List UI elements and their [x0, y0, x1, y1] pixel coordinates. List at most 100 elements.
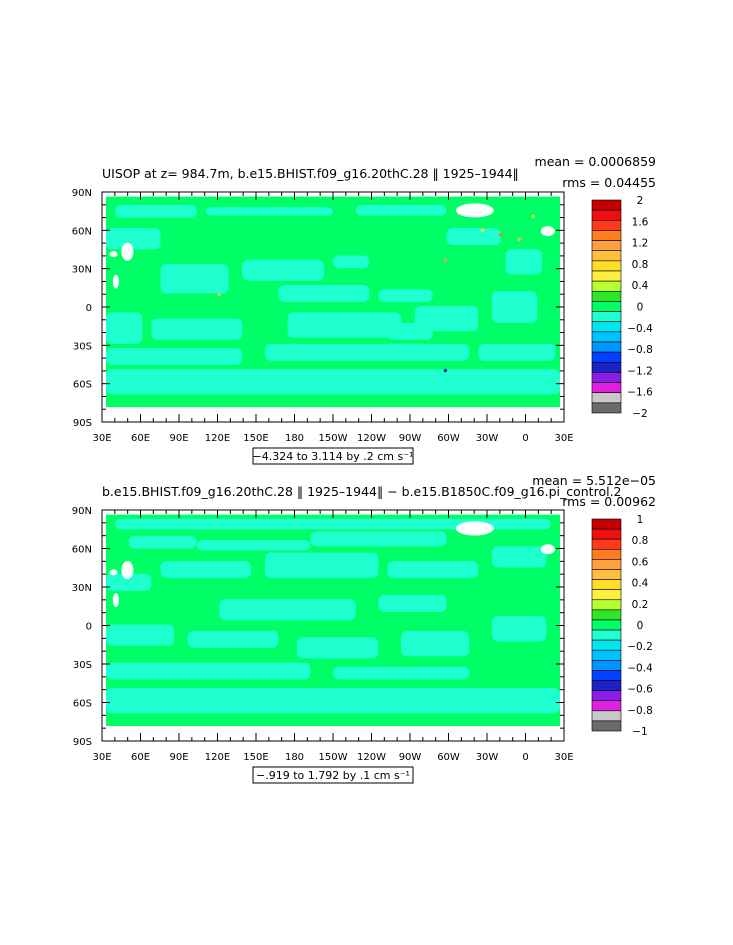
- colorbar-swatch: [591, 270, 622, 282]
- field-negative-patch: [106, 624, 175, 646]
- x-tick-label: 0: [522, 752, 528, 763]
- field-negative-regions: [106, 518, 560, 714]
- map-panel-1: 30E 60E 90E 120E 150E 180 150W 120W 90W 60W 30W 0 30…: [72, 154, 656, 465]
- x-tick-label: 30E: [554, 752, 573, 763]
- colorbar-label: −0.2: [627, 641, 653, 653]
- range-label-frame: [252, 766, 414, 784]
- x-tick-label: 120W: [357, 752, 386, 763]
- field-negative-patch: [205, 207, 333, 216]
- colorbar-swatch: [591, 639, 622, 651]
- y-tick-label: 60N: [72, 545, 92, 556]
- y-tick-label: 60N: [72, 226, 92, 237]
- x-tick-label: 30W: [476, 752, 499, 763]
- colorbar-swatch: [591, 341, 622, 353]
- y-tick-label: 30S: [73, 660, 92, 671]
- field-negative-patch: [106, 312, 143, 344]
- colorbar-swatch: [591, 280, 622, 292]
- field-negative-patch: [106, 369, 560, 395]
- colorbar-swatch: [591, 528, 622, 540]
- colorbar-swatch: [591, 579, 622, 590]
- y-tick-label: 30N: [72, 583, 92, 594]
- colorbar-label: 0.8: [632, 535, 649, 547]
- field-negative-patch: [387, 322, 433, 340]
- x-tick-label: 60E: [131, 433, 150, 444]
- map-field: [102, 192, 564, 422]
- colorbar-swatch: [591, 290, 622, 302]
- stat-rms: rms = 0.00962: [562, 494, 656, 509]
- colorbar-swatch: [591, 700, 622, 712]
- colorbar-label: 0.4: [632, 578, 649, 590]
- range-label: −.919 to 1.792 by .1 cm s⁻¹: [256, 769, 410, 782]
- colorbar-swatch: [591, 230, 622, 241]
- field-missing-areas: [109, 521, 555, 608]
- field-negative-patch: [287, 312, 402, 338]
- x-tick-label: 60E: [131, 752, 150, 763]
- colorbar-label: −1.6: [627, 387, 653, 399]
- x-tick-label: 150W: [319, 433, 348, 444]
- field-negative-patch: [446, 228, 501, 246]
- colorbar-label: 0.2: [632, 599, 649, 611]
- field-speckle: [531, 215, 535, 218]
- colorbar-label: −0.8: [627, 344, 653, 356]
- colorbar-swatch: [591, 569, 622, 580]
- x-tick-label: 120W: [357, 433, 386, 444]
- field-speckle: [517, 238, 521, 241]
- colorbar-label: −0.6: [627, 684, 653, 696]
- missing-area: [109, 251, 118, 258]
- y-tick-label: 30N: [72, 265, 92, 276]
- colorbar-swatch: [591, 589, 622, 601]
- field-negative-regions: [106, 205, 560, 395]
- colorbar-label: −0.8: [627, 705, 653, 717]
- colorbar-swatch: [591, 609, 622, 621]
- missing-area: [540, 226, 555, 237]
- field-negative-patch: [491, 291, 538, 323]
- field-negative-patch: [219, 599, 356, 621]
- colorbar-swatch: [591, 518, 622, 530]
- colorbar-swatch: [591, 260, 622, 272]
- field-negative-patch: [242, 259, 324, 281]
- x-tick-label: 150E: [243, 433, 268, 444]
- y-tick-label: 90S: [73, 418, 92, 429]
- y-axis: 90N 60N 30N 0 30S 60S 90S: [72, 188, 564, 429]
- x-tick-label: 30E: [92, 433, 111, 444]
- colorbar-swatch: [591, 311, 622, 323]
- colorbar-swatch: [591, 559, 622, 570]
- field-negative-patch: [478, 343, 556, 361]
- colorbar: 2 1.6 1.2 0.8 0.4 0 −0.4 −0.8 −1.2 −1.6 −2: [591, 195, 653, 420]
- colorbar-swatch: [591, 321, 622, 333]
- field-speckle: [217, 293, 221, 297]
- x-axis: 30E 60E 90E 120E 150E 180 150W 120W 90W 60W 30W 0 30…: [92, 510, 574, 763]
- missing-area: [112, 593, 119, 608]
- y-tick-label: 0: [86, 622, 92, 633]
- y-tick-label: 60S: [73, 380, 92, 391]
- field-negative-patch: [187, 630, 279, 648]
- field-negative-patch: [115, 518, 551, 530]
- field-missing-areas: [109, 203, 555, 289]
- y-tick-label: 90S: [73, 737, 92, 748]
- colorbar-label: −1.2: [627, 365, 653, 377]
- field-negative-patch: [310, 531, 447, 547]
- x-tick-label: 150W: [319, 752, 348, 763]
- colorbar-swatch: [591, 402, 622, 414]
- field-negative-patch: [296, 637, 379, 659]
- y-tick-label: 90N: [72, 188, 92, 199]
- field-negative-patch: [106, 228, 161, 250]
- field-negative-patch: [196, 539, 311, 551]
- map-panel-2: 30E 60E 90E 120E 150E 180 150W 120W 90W 60W 30W 0 30…: [72, 473, 656, 784]
- field-speckles: [217, 215, 535, 373]
- colorbar-label: 1.6: [632, 216, 649, 228]
- colorbar-swatch: [591, 548, 622, 560]
- missing-area: [121, 242, 134, 261]
- stat-mean: mean = 5.512e−05: [532, 473, 656, 488]
- field-speckle: [443, 258, 447, 262]
- range-label-box: −.919 to 1.792 by .1 cm s⁻¹: [252, 766, 414, 784]
- x-tick-label: 60W: [437, 433, 460, 444]
- missing-area: [112, 274, 119, 289]
- field-negative-patch: [106, 687, 560, 714]
- colorbar-swatch: [591, 629, 622, 641]
- colorbar-label: 0: [637, 620, 644, 632]
- field-negative-patch: [128, 535, 197, 549]
- colorbar-swatch: [591, 649, 622, 661]
- field-negative-patch: [278, 284, 370, 302]
- colorbar-label: 0.8: [632, 259, 649, 271]
